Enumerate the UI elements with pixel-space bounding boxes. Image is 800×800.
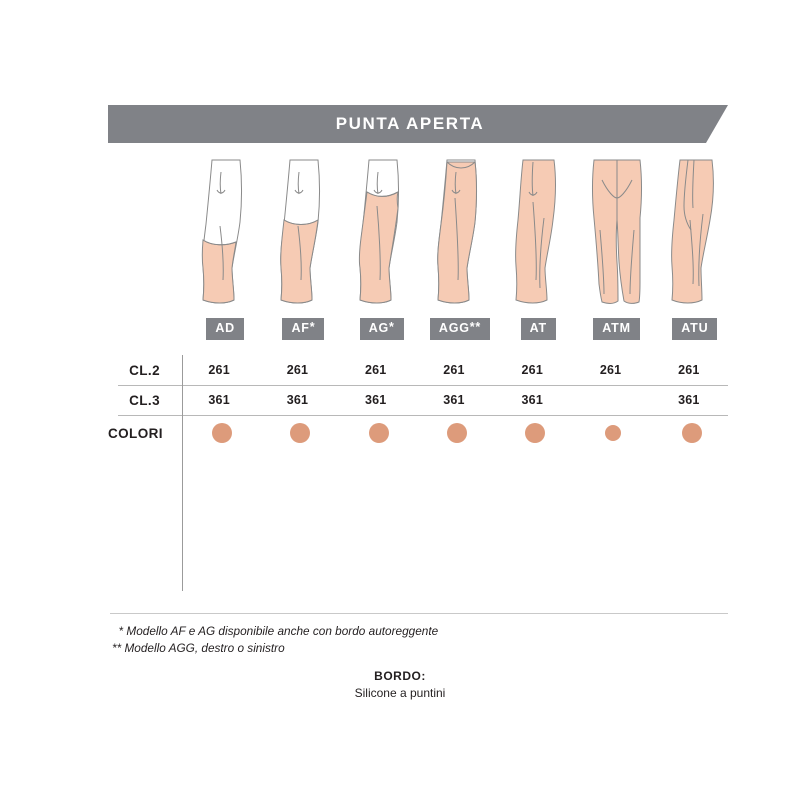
- chip-code: ATM: [602, 321, 631, 335]
- color-swatch-ag: [368, 423, 389, 443]
- figure-ag: [343, 158, 421, 310]
- cell-colori-ag: [339, 423, 417, 443]
- table-row-colori: COLORI: [108, 415, 728, 451]
- row-label-cl2: CL.2: [129, 362, 160, 378]
- chip-code: ATU: [681, 321, 709, 335]
- row-label-cl3: CL.3: [129, 392, 160, 408]
- model-chip-ad[interactable]: AD: [206, 318, 244, 340]
- chip-sup: *: [389, 320, 395, 334]
- color-swatch-atm: [605, 425, 622, 441]
- cell-cl2-ad: 261: [208, 363, 230, 377]
- figure-atu: [656, 158, 734, 310]
- chip-cell-atu: ATU: [656, 318, 734, 340]
- footnote-2: ** Modello AGG, destro o sinistro: [112, 641, 285, 655]
- banner-title: PUNTA APERTA: [335, 114, 485, 133]
- chip-cell-agg: AGG**: [421, 318, 499, 340]
- cell-colori-agg: [418, 423, 496, 443]
- footnotes: * Modello AF e AG disponibile anche con …: [112, 623, 672, 657]
- model-chip-atm[interactable]: ATM: [593, 318, 640, 340]
- cell-cl2-atu: 261: [678, 363, 700, 377]
- figure-agg: [421, 158, 499, 310]
- model-chip-atu[interactable]: ATU: [672, 318, 718, 340]
- cell-colori-atm: [574, 423, 652, 443]
- chip-code: AG: [368, 321, 390, 335]
- chip-cell-ag: AG*: [343, 318, 421, 340]
- model-chip-ag[interactable]: AG*: [359, 318, 404, 340]
- model-chip-at[interactable]: AT: [520, 318, 556, 340]
- figure-atm: [577, 158, 655, 310]
- model-code-row: AD AF* AG* AGG** AT ATM ATU: [186, 318, 734, 340]
- cell-cl2-at: 261: [521, 363, 543, 377]
- figure-row: [186, 158, 734, 310]
- cell-cl2-atm: 261: [599, 363, 622, 377]
- figure-af: [264, 158, 342, 310]
- chip-code: AGG: [438, 321, 470, 335]
- cell-cl3-agg: 361: [443, 393, 465, 407]
- row-cells-cl3: 361 361 361 361 361 361: [180, 393, 728, 407]
- cell-cl2-af: 261: [286, 363, 309, 377]
- footnote-divider: [110, 613, 728, 614]
- cell-cl3-atm: [571, 393, 649, 407]
- chip-cell-atm: ATM: [577, 318, 655, 340]
- footnote-1: * Modello AF e AG disponibile anche con …: [112, 624, 439, 638]
- cell-cl3-ag: 361: [364, 393, 387, 407]
- color-swatch-atu: [681, 423, 702, 443]
- cell-colori-atu: [653, 423, 731, 443]
- cell-colori-af: [261, 423, 339, 443]
- row-cells-colori: [183, 423, 731, 443]
- table-rule-2: [118, 415, 728, 416]
- cell-cl3-ad: 361: [208, 393, 230, 407]
- table-vertical-divider: [182, 355, 183, 591]
- cell-colori-at: [496, 423, 574, 443]
- table-row-cl3: CL.3 361 361 361 361 361 361: [108, 385, 728, 415]
- figure-ad: [186, 158, 264, 310]
- cell-cl2-ag: 261: [364, 363, 387, 377]
- row-label-colori: COLORI: [108, 425, 163, 441]
- cell-colori-ad: [183, 423, 261, 443]
- table-rule-1: [118, 385, 728, 386]
- color-swatch-ad: [212, 423, 233, 443]
- chip-code: AF: [291, 321, 310, 335]
- chip-code: AD: [215, 321, 235, 335]
- chip-sup: **: [469, 320, 482, 334]
- header-banner: PUNTA APERTA: [108, 105, 728, 143]
- chip-cell-af: AF*: [264, 318, 342, 340]
- color-swatch-agg: [446, 423, 467, 443]
- bordo-block: BORDO: Silicone a puntini: [0, 668, 800, 702]
- figure-at: [499, 158, 577, 310]
- cell-cl2-agg: 261: [443, 363, 465, 377]
- table-row-cl2: CL.2 261 261 261 261 261 261 261: [108, 355, 728, 385]
- color-swatch-af: [290, 423, 311, 443]
- row-cells-cl2: 261 261 261 261 261 261 261: [180, 363, 728, 377]
- chip-cell-ad: AD: [186, 318, 264, 340]
- bordo-title: BORDO:: [374, 669, 426, 683]
- model-chip-agg[interactable]: AGG**: [429, 318, 491, 340]
- chip-cell-at: AT: [499, 318, 577, 340]
- model-chip-af[interactable]: AF*: [282, 318, 325, 340]
- color-swatch-at: [525, 423, 546, 443]
- bordo-text: Silicone a puntini: [354, 686, 446, 700]
- chip-code: AT: [529, 321, 547, 335]
- cell-cl3-af: 361: [286, 393, 309, 407]
- chip-sup: *: [309, 320, 316, 334]
- cell-cl3-at: 361: [521, 393, 543, 407]
- cell-cl3-atu: 361: [678, 393, 700, 407]
